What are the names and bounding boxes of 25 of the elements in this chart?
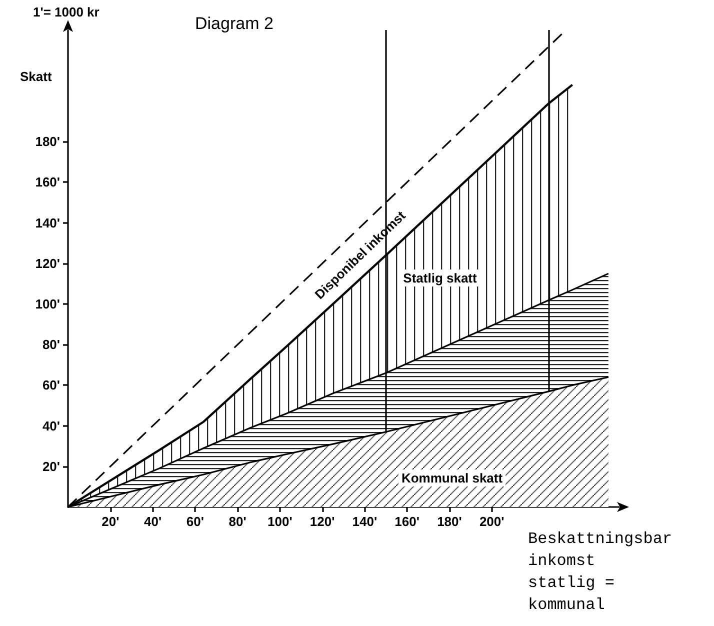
y-tick-label: 160' [35,174,60,190]
y-axis-title: Skatt [20,69,52,84]
x-tick-label: 20' [102,514,120,529]
y-tick-label: 100' [35,296,60,312]
x-tick-label: 200' [479,514,504,529]
x-tick-label: 180' [437,514,462,529]
y-tick-label: 20' [42,458,60,474]
x-axis-title: Beskattningsbar inkomst statlig = kommunal [528,530,672,614]
x-tick-label: 80' [228,514,246,529]
annotation: Kommunal skatt [401,470,504,486]
y-tick-label: 180' [35,134,60,150]
x-tick-label: 100' [268,514,292,529]
y-tick-label: 80' [42,337,60,352]
chart-title: Diagram 2 [195,14,274,33]
x-tick-label: 140' [352,514,378,529]
y-tick-label: 40' [42,418,60,434]
y-tick-label: 60' [42,378,60,393]
x-tick-label: 40' [144,514,162,529]
x-tick-label: 120' [310,514,335,529]
x-tick-label: 160' [394,514,420,529]
text: 1'= 1000 kr [33,4,100,20]
x-tick-label: 60' [186,514,204,529]
y-tick-label: 120' [35,256,60,271]
annotation: Statlig skatt [403,270,478,286]
y-tick-label: 140' [35,215,60,230]
